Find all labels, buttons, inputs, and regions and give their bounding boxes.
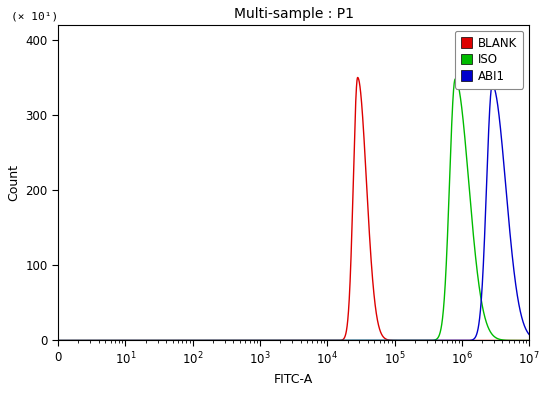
Y-axis label: Count: Count (7, 164, 20, 201)
Legend: BLANK, ISO, ABI1: BLANK, ISO, ABI1 (455, 31, 523, 89)
Title: Multi-sample : P1: Multi-sample : P1 (234, 7, 354, 21)
X-axis label: FITC-A: FITC-A (274, 373, 313, 386)
Text: (× 10¹): (× 10¹) (11, 12, 59, 22)
